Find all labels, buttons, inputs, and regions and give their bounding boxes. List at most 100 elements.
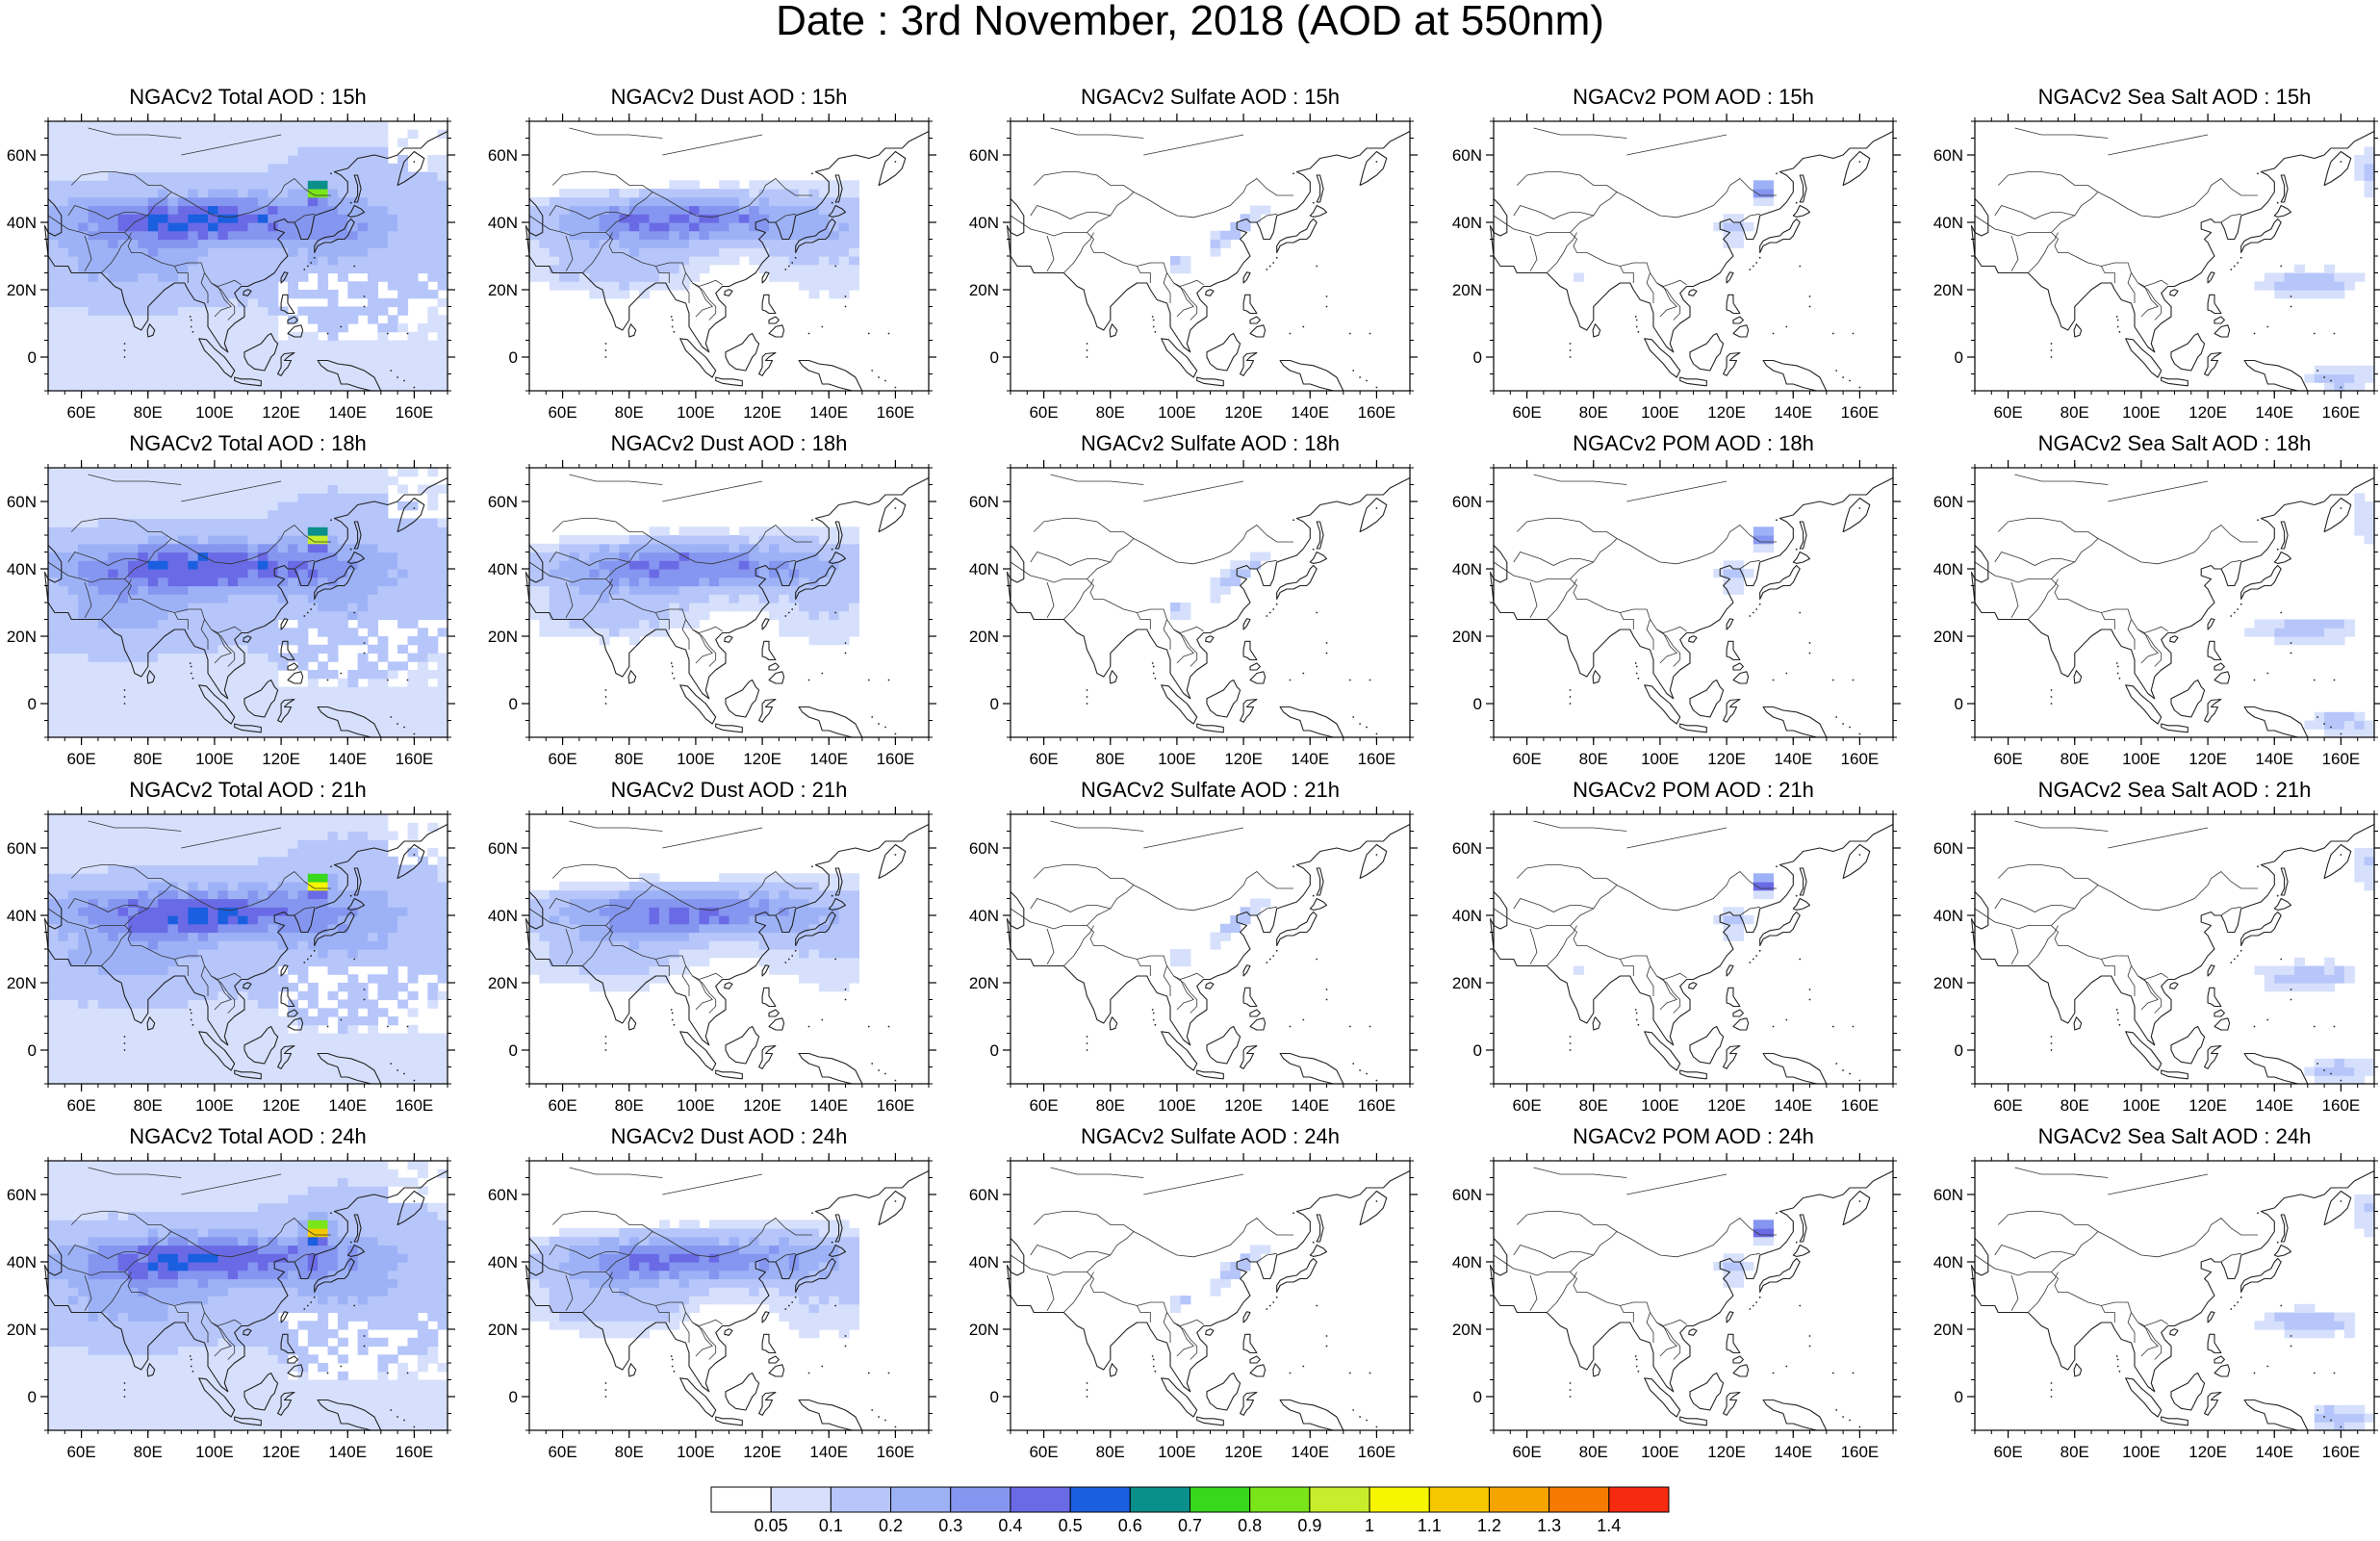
lon-tick-label: 120E [262,1443,300,1461]
lat-tick-label: 40N [7,907,37,925]
lat-tick-label: 0 [1955,348,1963,367]
lat-tick-label: 40N [969,1253,999,1271]
lon-tick-label: 100E [677,750,715,768]
lon-tick-label: 120E [2188,1443,2227,1461]
lat-tick-label: 40N [488,907,518,925]
colorbar-swatch [1609,1487,1669,1512]
lon-tick-label: 120E [2188,1096,2227,1115]
lon-tick-label: 60E [1512,403,1541,422]
lon-tick-label: 140E [1291,750,1329,768]
colorbar-label: 0.6 [1118,1516,1142,1535]
aod-shading [1170,206,1270,274]
lon-tick-label: 120E [2188,750,2227,768]
lon-tick-label: 160E [2322,1096,2361,1115]
lon-tick-label: 60E [1512,1443,1541,1461]
lon-tick-label: 120E [1707,750,1746,768]
colorbar-label: 0.7 [1178,1516,1202,1535]
lon-tick-label: 140E [1774,1443,1812,1461]
lat-tick-label: 20N [969,1321,999,1339]
coastline [1972,475,2375,737]
lat-tick-label: 20N [1933,628,1963,646]
lat-tick-label: 60N [488,493,518,511]
lon-tick-label: 80E [2060,1443,2089,1461]
colorbar-label: 0.3 [938,1516,962,1535]
lon-tick-label: 60E [1993,1096,2022,1115]
lat-tick-label: 20N [1452,281,1482,299]
lon-tick-label: 120E [743,403,781,422]
lon-tick-label: 120E [1224,750,1263,768]
lon-tick-label: 140E [1291,403,1329,422]
aod-shading [48,1161,448,1431]
lon-tick-label: 100E [2122,1443,2161,1461]
lon-tick-label: 140E [328,750,367,768]
lon-tick-label: 140E [2255,750,2293,768]
lat-tick-label: 60N [969,839,999,858]
lat-tick-label: 40N [1452,1253,1482,1271]
lon-tick-label: 100E [1641,750,1679,768]
lat-tick-label: 60N [488,146,518,165]
lon-tick-label: 120E [2188,403,2227,422]
lon-tick-label: 120E [262,403,300,422]
lat-tick-label: 0 [990,1041,999,1060]
lon-tick-label: 80E [134,1443,163,1461]
lon-tick-label: 60E [1993,750,2022,768]
coastline [1972,128,2375,391]
lat-tick-label: 60N [969,146,999,165]
lon-tick-label: 60E [1029,750,1058,768]
lon-tick-label: 60E [1029,1443,1058,1461]
colorbar-swatch [1250,1487,1310,1512]
lat-tick-label: 0 [28,1041,37,1060]
lon-tick-label: 60E [1993,403,2022,422]
lat-tick-label: 60N [488,1186,518,1204]
coastline [1008,1168,1411,1430]
lon-tick-label: 60E [548,403,576,422]
coastline [1008,128,1411,391]
lon-tick-label: 120E [1224,403,1263,422]
lon-tick-label: 160E [877,403,915,422]
lat-tick-label: 20N [7,974,37,992]
lon-tick-label: 100E [677,1096,715,1115]
lon-tick-label: 100E [1641,1096,1679,1115]
lon-tick-label: 160E [877,750,915,768]
lon-tick-label: 160E [2322,403,2361,422]
lon-tick-label: 160E [396,1096,434,1115]
colorbar-swatch [951,1487,1011,1512]
lat-tick-label: 40N [488,560,518,578]
aod-shading [48,121,448,392]
lat-tick-label: 20N [1452,1321,1482,1339]
lon-tick-label: 120E [743,1443,781,1461]
lon-tick-label: 140E [809,1096,848,1115]
lat-tick-label: 60N [1933,146,1963,165]
coastline [1972,1168,2375,1430]
lon-tick-label: 140E [1774,403,1812,422]
lat-tick-label: 40N [969,214,999,232]
lon-tick-label: 100E [2122,403,2161,422]
lon-tick-label: 60E [1029,403,1058,422]
lat-tick-label: 40N [1452,907,1482,925]
lat-tick-label: 20N [969,974,999,992]
lon-tick-label: 140E [809,403,848,422]
lat-tick-label: 20N [7,1321,37,1339]
lon-tick-label: 140E [328,1096,367,1115]
lat-tick-label: 20N [488,1321,518,1339]
aod-shading [2244,493,2375,737]
colorbar-swatch [1310,1487,1369,1512]
lat-tick-label: 0 [28,348,37,367]
lon-tick-label: 140E [1774,1096,1812,1115]
lat-tick-label: 40N [1452,560,1482,578]
lat-tick-label: 40N [7,214,37,232]
lat-tick-label: 60N [1933,1186,1963,1204]
